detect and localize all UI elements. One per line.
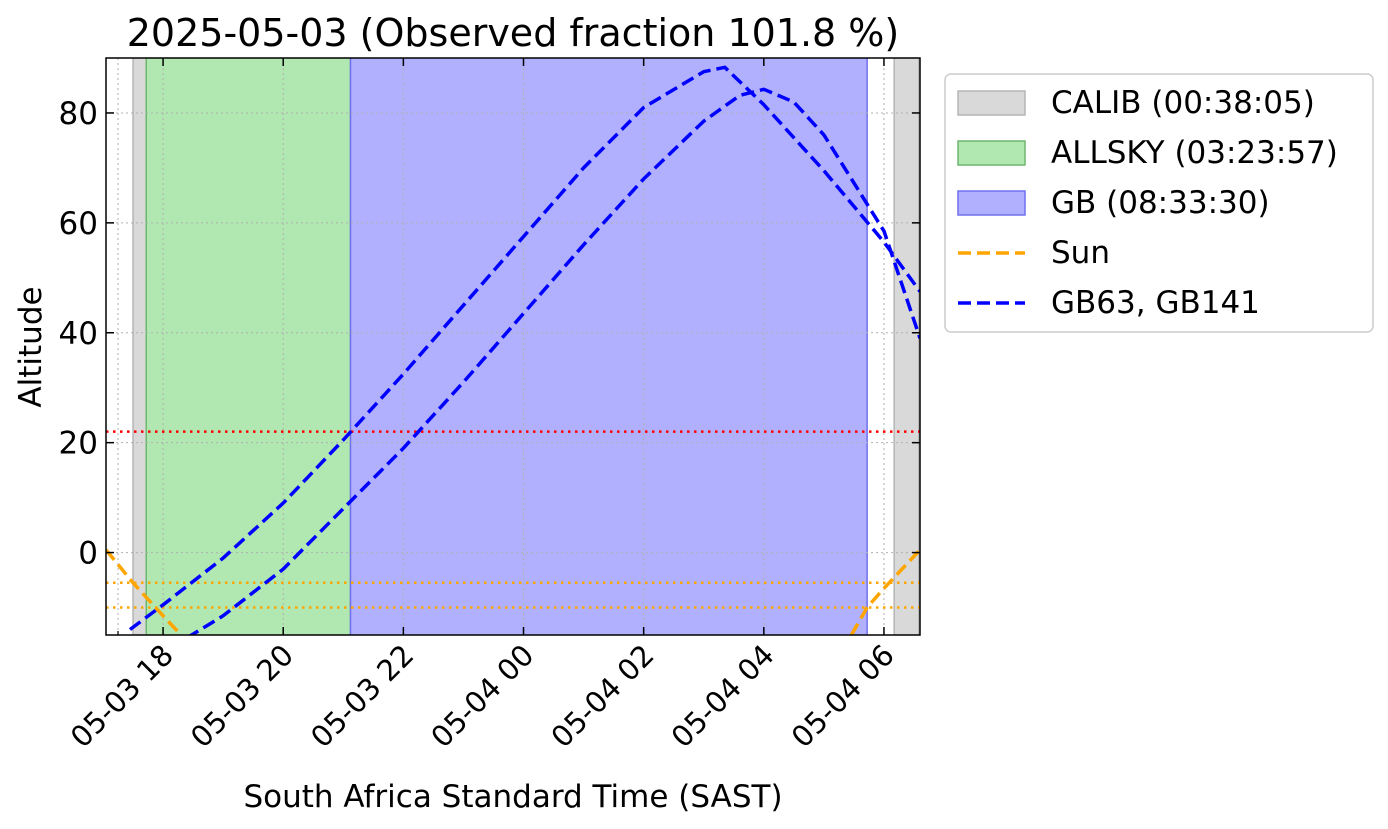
legend-frame	[944, 73, 1374, 333]
span-allsky-0	[146, 58, 351, 635]
x-tick-label: 05-04 00	[424, 638, 540, 754]
legend: CALIB (00:38:05) ALLSKY (03:23:57) GB (08:…	[944, 73, 1374, 333]
span-gb-0	[350, 58, 868, 635]
legend-label: GB63, GB141	[1051, 285, 1260, 321]
x-tick-label: 05-03 20	[184, 638, 300, 754]
span-calib-1	[894, 58, 919, 635]
y-axis-label: Altitude	[13, 286, 49, 407]
legend-swatch-allsky	[957, 140, 1026, 166]
plot-frame	[105, 57, 921, 636]
y-tick-label: 80	[59, 96, 98, 132]
x-tick-label: 05-04 02	[544, 638, 660, 754]
x-tick-label: 05-04 06	[785, 638, 901, 754]
x-tick-label: 05-03 18	[64, 638, 180, 754]
legend-label: CALIB (00:38:05)	[1051, 85, 1315, 121]
series-line-sun-1	[849, 548, 920, 635]
series-line-gb63-gb141-3	[188, 87, 920, 635]
y-tick-label: 40	[59, 316, 98, 352]
chart-title: 2025-05-03 (Observed fraction 101.8 %)	[127, 11, 900, 55]
x-axis-label: South Africa Standard Time (SAST)	[243, 779, 782, 815]
y-tick-label: 0	[78, 536, 98, 572]
y-tick-label: 20	[59, 426, 98, 462]
legend-swatch-calib	[957, 90, 1026, 116]
series-line-gb63-gb141-2	[128, 65, 920, 631]
span-calib-0	[133, 58, 147, 635]
legend-label: GB (08:33:30)	[1051, 185, 1270, 221]
legend-label: Sun	[1051, 235, 1110, 271]
series-line-sun-0	[106, 548, 184, 635]
x-tick-label: 05-03 22	[304, 638, 420, 754]
legend-label: ALLSKY (03:23:57)	[1051, 135, 1338, 171]
y-tick-label: 60	[59, 206, 98, 242]
x-tick-label: 05-04 04	[665, 638, 781, 754]
legend-swatch-gb	[957, 190, 1026, 216]
